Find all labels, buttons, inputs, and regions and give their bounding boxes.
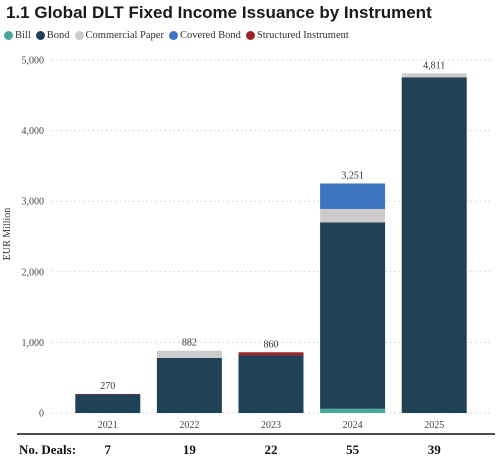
legend-swatch-covered-bond bbox=[168, 31, 178, 40]
bar-segment-structured-instrument bbox=[238, 352, 304, 356]
bars bbox=[75, 73, 467, 413]
x-axis: 2021 2022 2023 2024 2025 bbox=[98, 420, 444, 431]
x-tick-label: 2022 bbox=[179, 420, 199, 431]
deals-count: 55 bbox=[346, 442, 360, 457]
bar-segment-bond bbox=[156, 357, 222, 413]
bar-segment-bond bbox=[320, 222, 386, 409]
legend-item-bond: Bond bbox=[35, 30, 70, 41]
x-tick-label: 2021 bbox=[98, 420, 118, 431]
x-tick-label: 2023 bbox=[261, 420, 281, 431]
y-tick-label: 3,000 bbox=[22, 197, 45, 208]
total-value-label: 882 bbox=[182, 338, 197, 349]
bar-segment-commercial-paper bbox=[401, 73, 467, 78]
bar-segment-commercial-paper bbox=[156, 350, 222, 358]
bar-segment-covered-bond bbox=[320, 183, 386, 209]
deals-count: 39 bbox=[428, 442, 442, 457]
x-tick-label: 2024 bbox=[343, 420, 363, 431]
chart-title: 1.1 Global DLT Fixed Income Issuance by … bbox=[6, 3, 432, 22]
bar-segment-structured-instrument bbox=[75, 393, 141, 395]
legend-swatch-structured-instrument bbox=[245, 31, 255, 40]
y-tick-label: 1,000 bbox=[22, 338, 45, 349]
deals-count: 19 bbox=[183, 442, 197, 457]
bar-segment-commercial-paper bbox=[320, 208, 386, 223]
chart-legend: Bill Bond Commercial Paper Covered Bond … bbox=[4, 30, 354, 41]
deals-count: 7 bbox=[105, 442, 112, 457]
bar-segment-bond bbox=[75, 394, 141, 413]
total-value-label: 270 bbox=[100, 381, 115, 392]
total-value-label: 860 bbox=[264, 339, 279, 350]
legend-label-bill: Bill bbox=[15, 30, 31, 41]
total-value-label: 4,811 bbox=[423, 60, 445, 71]
y-tick-label: 4,000 bbox=[22, 126, 45, 137]
legend-item-commercial-paper: Commercial Paper bbox=[74, 30, 164, 41]
legend-label-bond: Bond bbox=[46, 30, 70, 41]
y-tick-label: 2,000 bbox=[22, 267, 45, 278]
y-axis: 0 1,000 2,000 3,000 4,000 5,000 bbox=[22, 56, 45, 420]
y-tick-label: 5,000 bbox=[22, 56, 45, 67]
total-labels: 270 882 860 3,251 4,811 bbox=[100, 60, 445, 392]
bar-segment-bond bbox=[238, 355, 304, 413]
y-axis-title: EUR Million bbox=[2, 208, 13, 261]
x-tick-label: 2025 bbox=[424, 420, 444, 431]
total-value-label: 3,251 bbox=[341, 170, 364, 181]
legend-label-structured-instrument: Structured Instrument bbox=[256, 30, 349, 41]
bar-segment-bill bbox=[320, 408, 386, 413]
deals-counts: 7 19 22 55 39 bbox=[105, 442, 442, 457]
legend-item-covered-bond: Covered Bond bbox=[168, 30, 241, 41]
legend-label-commercial-paper: Commercial Paper bbox=[85, 30, 164, 41]
legend-swatch-bond bbox=[35, 31, 45, 40]
bar-segment-bond bbox=[401, 77, 467, 413]
legend-swatch-commercial-paper bbox=[74, 31, 84, 40]
legend-swatch-bill bbox=[4, 31, 13, 40]
deals-count: 22 bbox=[265, 442, 278, 457]
deals-label: No. Deals: bbox=[19, 442, 76, 457]
legend-item-bill: Bill bbox=[4, 30, 31, 41]
legend-label-covered-bond: Covered Bond bbox=[179, 30, 241, 41]
legend-item-structured-instrument: Structured Instrument bbox=[245, 30, 349, 41]
y-tick-label: 0 bbox=[39, 409, 44, 420]
